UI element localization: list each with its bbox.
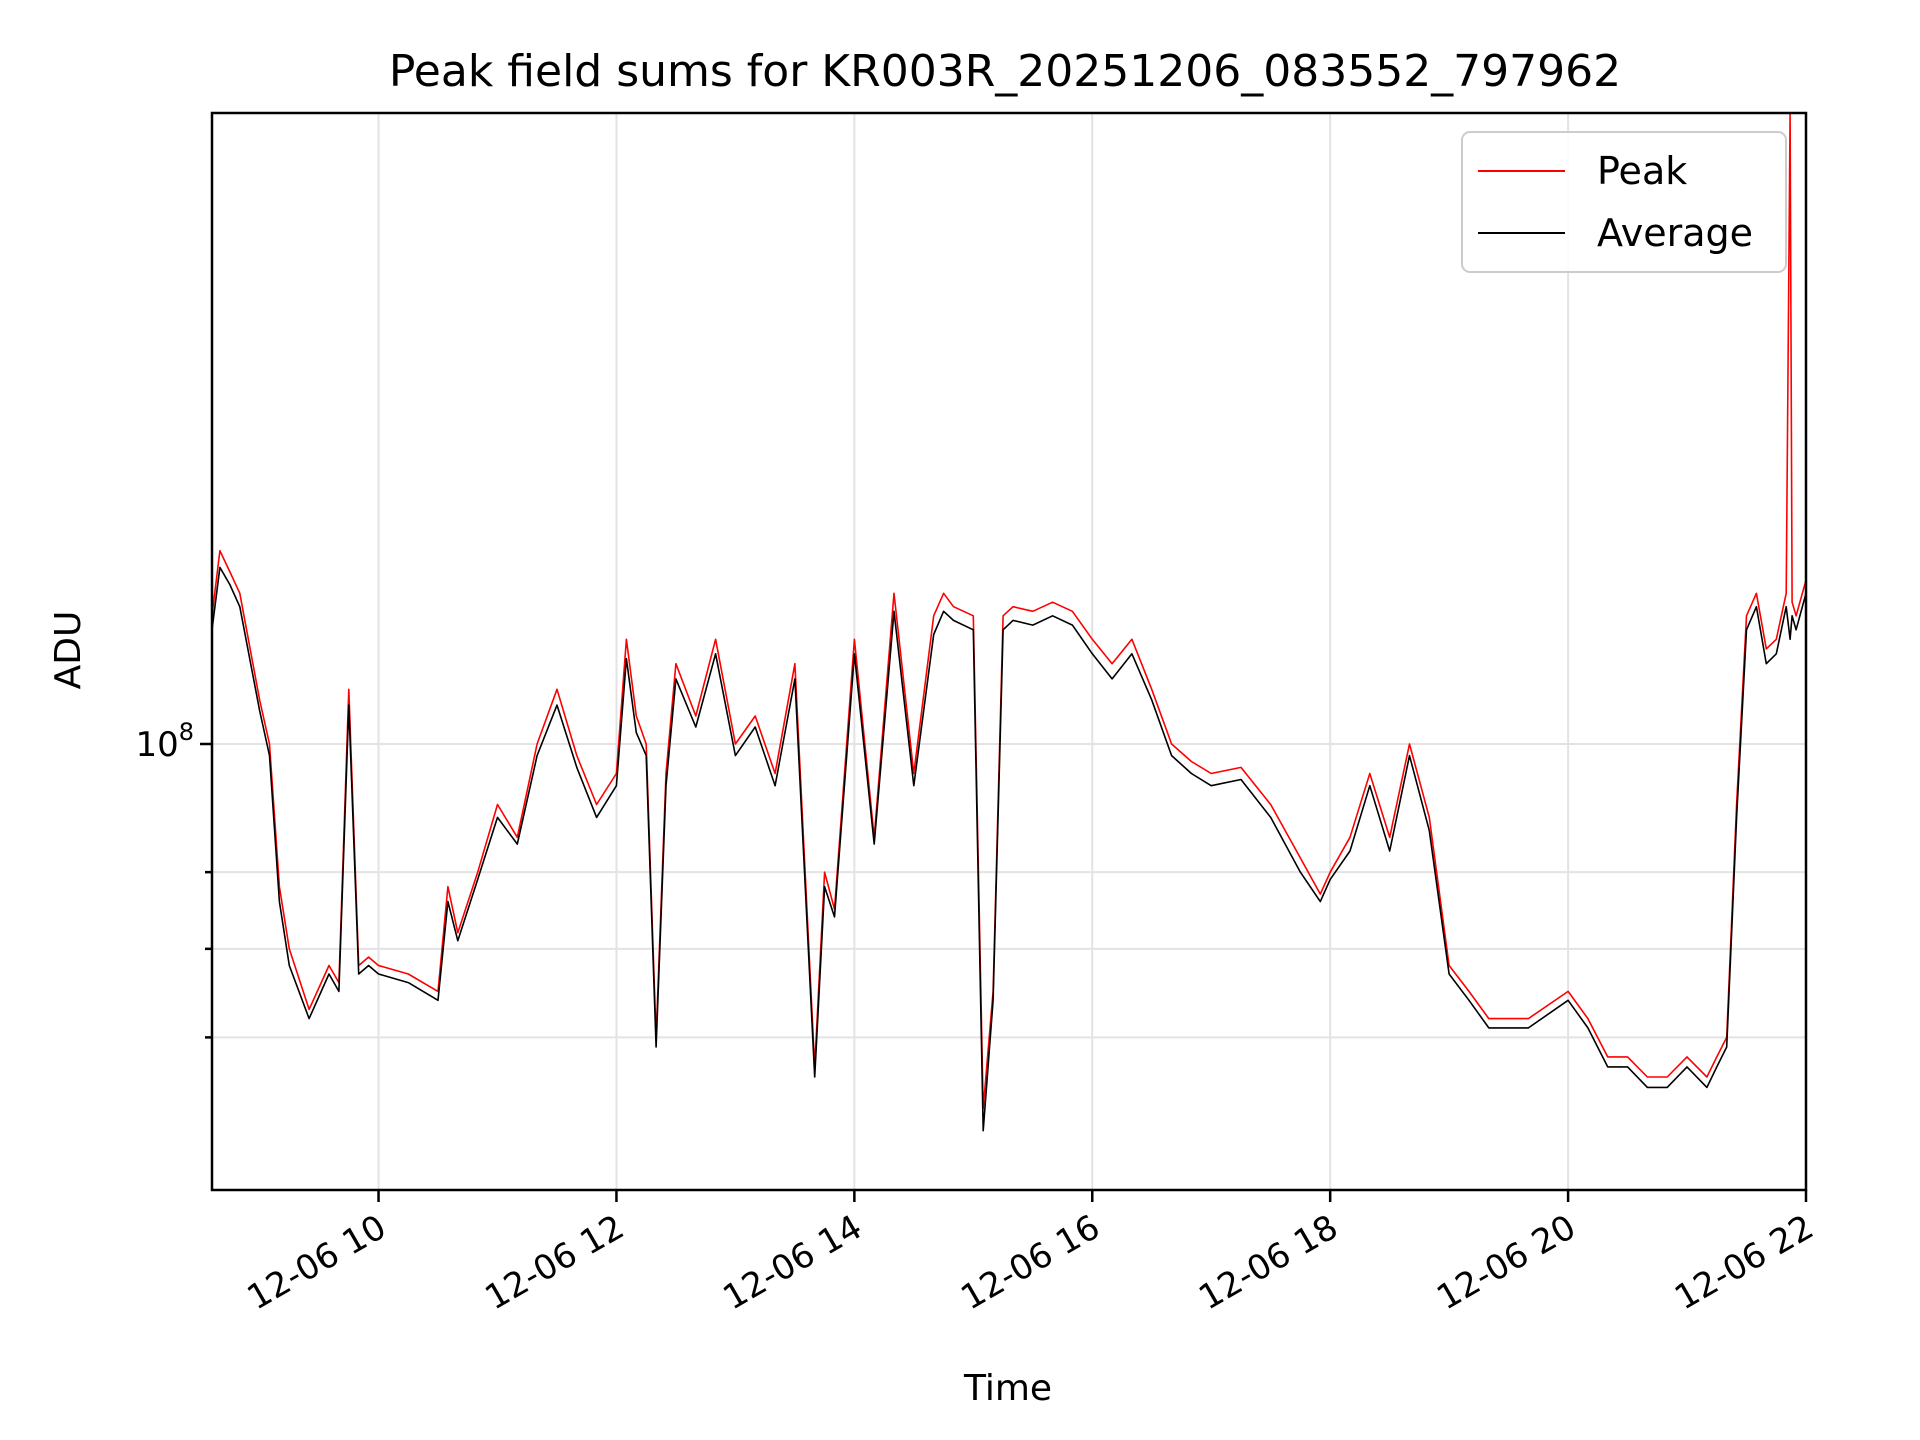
legend-label-peak: Peak xyxy=(1597,149,1687,193)
legend-label-average: Average xyxy=(1597,211,1753,255)
x-tick-label: 12-06 12 xyxy=(479,1207,631,1318)
x-axis-ticks: 12-06 10 12-06 12 12-06 14 12-06 16 12-06 18… xyxy=(241,1190,1821,1318)
plot-frame xyxy=(210,111,1808,1192)
x-tick-label: 12-06 20 xyxy=(1430,1207,1582,1318)
chart-title: Peak field sums for KR003R_20251206_0835… xyxy=(389,46,1621,97)
series-lines xyxy=(211,112,1807,1132)
y-tick-label: 108 xyxy=(135,718,194,765)
x-tick-label: 12-06 22 xyxy=(1668,1207,1820,1318)
legend: Peak Average xyxy=(1461,131,1787,273)
grid-lines xyxy=(212,113,1807,1190)
x-tick-label: 12-06 16 xyxy=(954,1207,1106,1318)
y-axis-label: ADU xyxy=(48,611,89,690)
x-tick-label: 12-06 14 xyxy=(716,1207,868,1318)
x-tick-label: 12-06 10 xyxy=(241,1207,393,1318)
legend-box xyxy=(1461,131,1787,273)
x-axis-label: Time xyxy=(963,1368,1052,1409)
series-line-peak xyxy=(211,112,1807,1110)
y-axis-ticks: 108 xyxy=(135,718,212,1039)
series-line-average xyxy=(211,566,1807,1132)
x-tick-label: 12-06 18 xyxy=(1192,1207,1344,1318)
